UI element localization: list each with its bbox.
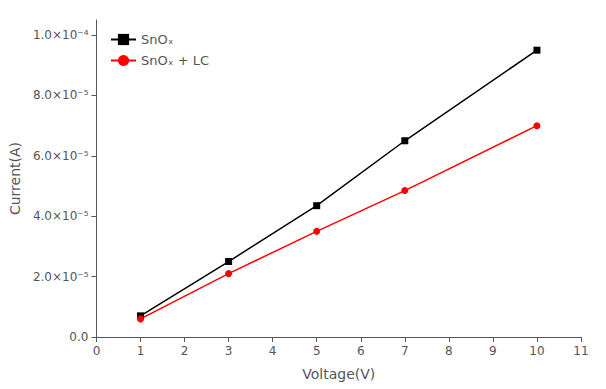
- svg-text:4.0×10⁻⁵: 4.0×10⁻⁵: [33, 209, 89, 223]
- svg-text:SnOₓ: SnOₓ: [141, 32, 174, 47]
- svg-text:11: 11: [573, 344, 588, 358]
- svg-text:1: 1: [137, 344, 145, 358]
- svg-text:8.0×10⁻⁵: 8.0×10⁻⁵: [33, 88, 89, 102]
- svg-text:6: 6: [357, 344, 365, 358]
- svg-text:8: 8: [445, 344, 453, 358]
- svg-text:10: 10: [529, 344, 544, 358]
- svg-text:Current(A): Current(A): [7, 142, 23, 215]
- svg-text:9: 9: [489, 344, 497, 358]
- svg-text:0: 0: [93, 344, 101, 358]
- svg-text:SnOₓ + LC: SnOₓ + LC: [141, 53, 209, 68]
- svg-text:6.0×10⁻⁵: 6.0×10⁻⁵: [33, 149, 89, 163]
- svg-text:7: 7: [401, 344, 409, 358]
- svg-text:4: 4: [269, 344, 277, 358]
- svg-text:2.0×10⁻⁵: 2.0×10⁻⁵: [33, 270, 89, 284]
- svg-text:3: 3: [225, 344, 233, 358]
- svg-text:0.0: 0.0: [69, 330, 88, 344]
- svg-text:Voltage(V): Voltage(V): [302, 366, 375, 382]
- svg-text:2: 2: [181, 344, 189, 358]
- svg-text:1.0×10⁻⁴: 1.0×10⁻⁴: [33, 28, 89, 42]
- svg-text:5: 5: [313, 344, 321, 358]
